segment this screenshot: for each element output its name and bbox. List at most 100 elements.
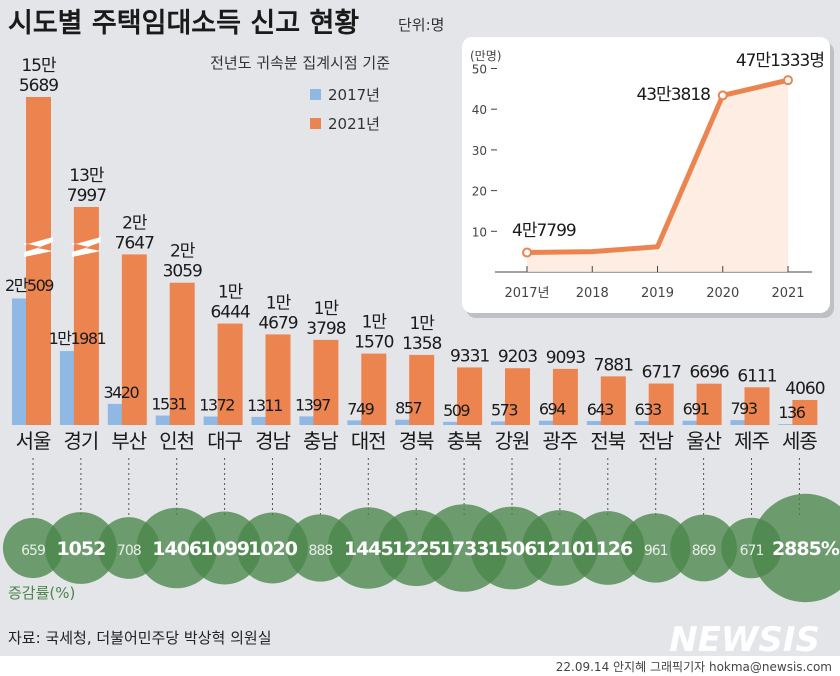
axis-break-icon <box>24 237 53 257</box>
bar-label-2021: 1358 <box>402 334 441 354</box>
category-label-대구: 대구 <box>207 429 242 453</box>
bar-2017-16 <box>778 424 804 425</box>
bar-2017-8 <box>395 419 421 425</box>
bar-label-2017: 694 <box>539 400 566 419</box>
y-tick-label: 30 <box>472 144 487 158</box>
bar-label-2021: 3798 <box>306 319 345 339</box>
bar-label-2021: 6717 <box>642 363 681 383</box>
category-label-세종: 세종 <box>782 429 817 453</box>
bar-label-2021: 2만 <box>122 213 148 233</box>
growth-value: 1406 <box>152 538 202 560</box>
growth-value: 1099 <box>200 538 249 560</box>
bar-2017-3 <box>155 415 181 425</box>
bar-label-2021: 2만 <box>170 242 196 262</box>
category-label-전남: 전남 <box>638 429 673 453</box>
bar-label-2021: 13만 <box>69 166 105 186</box>
category-label-광주: 광주 <box>542 429 577 453</box>
growth-value: 1052 <box>56 538 105 560</box>
x-tick-label: 2017년 <box>504 286 549 301</box>
growth-bubble-1 <box>45 512 117 584</box>
series-line <box>526 77 789 256</box>
category-label-대전: 대전 <box>351 429 386 453</box>
growth-bubble-13 <box>621 513 691 583</box>
bar-2021-7 <box>361 353 387 425</box>
bar-2021-10 <box>505 368 530 425</box>
inset-line-chart: (만명) 10 20 30 40 50 2017년 2018 2019 2020 2021 4만779… <box>462 37 834 318</box>
growth-value: 888 <box>309 543 333 559</box>
bar-label-2021: 6696 <box>689 363 728 383</box>
bar-label-2017: 643 <box>587 400 613 419</box>
bar-2021-16 <box>792 399 818 425</box>
bar-label-2021: 5689 <box>19 76 58 96</box>
category-label-전북: 전북 <box>590 429 625 453</box>
growth-bubble-12 <box>570 511 645 585</box>
bar-label-2017: 509 <box>443 401 470 420</box>
growth-value: 1210 <box>535 538 585 560</box>
bar-label-2021: 9331 <box>450 346 489 366</box>
bar-label-2021: 7647 <box>115 233 154 253</box>
growth-bubble-16 <box>751 493 840 603</box>
credit-text: 22.09.14 안지혜 그래픽기자 hokma@newsis.com <box>556 660 832 674</box>
bar-label-2017: 573 <box>491 400 517 419</box>
bar-label-2021: 1만 <box>266 293 292 313</box>
legend-swatch-2021 <box>310 118 321 129</box>
bar-2017-11 <box>538 420 564 425</box>
bar-2021-15 <box>744 387 770 425</box>
bar-label-2021: 4679 <box>258 313 297 333</box>
bar-label-2017: 2만509 <box>5 276 54 295</box>
bar-2017-14 <box>682 420 708 425</box>
legend: 2017년 2021년 <box>310 86 380 133</box>
bar-2017-12 <box>586 421 612 425</box>
x-tick-label: 2021 <box>771 286 804 301</box>
bar-label-2017: 136 <box>778 403 805 422</box>
category-label-경북: 경북 <box>399 429 434 453</box>
bar-2017-6 <box>299 416 325 425</box>
bar-label-2021: 9093 <box>546 348 585 368</box>
growth-value: 671 <box>740 543 764 559</box>
y-tick-label: 10 <box>472 225 487 239</box>
bar-label-2017: 857 <box>395 399 421 418</box>
growth-value: 1445 <box>344 538 393 560</box>
bar-label-2017: 1372 <box>199 396 234 415</box>
category-label-경기: 경기 <box>63 429 98 453</box>
category-label-강원: 강원 <box>495 429 530 453</box>
category-label-인천: 인천 <box>159 429 194 453</box>
growth-bubble-5 <box>237 512 308 584</box>
growth-bubble-14 <box>670 514 737 582</box>
bar-2021-5 <box>265 334 291 425</box>
bar-label-2021: 4060 <box>785 379 824 399</box>
x-tick-label: 2019 <box>641 286 674 301</box>
y-tick-label: 40 <box>472 103 487 117</box>
bar-label-2021: 15만 <box>21 56 57 76</box>
growth-value: 961 <box>644 543 668 559</box>
bar-label-2017: 793 <box>730 399 756 418</box>
bar-label-2017: 749 <box>347 399 374 418</box>
growth-value: 1733 <box>440 538 489 560</box>
bar-2021-6 <box>313 339 339 425</box>
bar-label-2017: 1531 <box>151 395 186 414</box>
bar-label-2021: 9203 <box>498 347 537 367</box>
bar-2021-11 <box>552 368 578 425</box>
bar-label-2021: 1만 <box>218 283 244 303</box>
category-label-제주: 제주 <box>734 429 769 453</box>
category-label-서울: 서울 <box>16 429 51 453</box>
bar-label-2017: 1만1981 <box>49 329 106 348</box>
bar-label-2017: 3420 <box>103 383 139 402</box>
growth-value: 1020 <box>248 538 298 560</box>
legend-label-2017: 2017년 <box>328 86 380 104</box>
data-point <box>717 90 728 101</box>
y-axis-unit: (만명) <box>470 49 501 63</box>
bar-2021-8 <box>409 354 435 425</box>
bar-2017-5 <box>251 416 277 425</box>
y-tick-label: 20 <box>472 185 487 199</box>
credit-strip <box>0 656 840 676</box>
bar-2017-9 <box>443 421 469 425</box>
bar-2021-2 <box>121 254 147 425</box>
y-tick-label: 50 <box>472 63 487 77</box>
bar-2021-12 <box>600 376 626 425</box>
category-label-충남: 충남 <box>303 429 338 453</box>
area-fill <box>527 80 788 272</box>
subtitle: 전년도 귀속분 집계시점 기준 <box>210 54 390 72</box>
growth-value: 1225 <box>392 538 441 560</box>
